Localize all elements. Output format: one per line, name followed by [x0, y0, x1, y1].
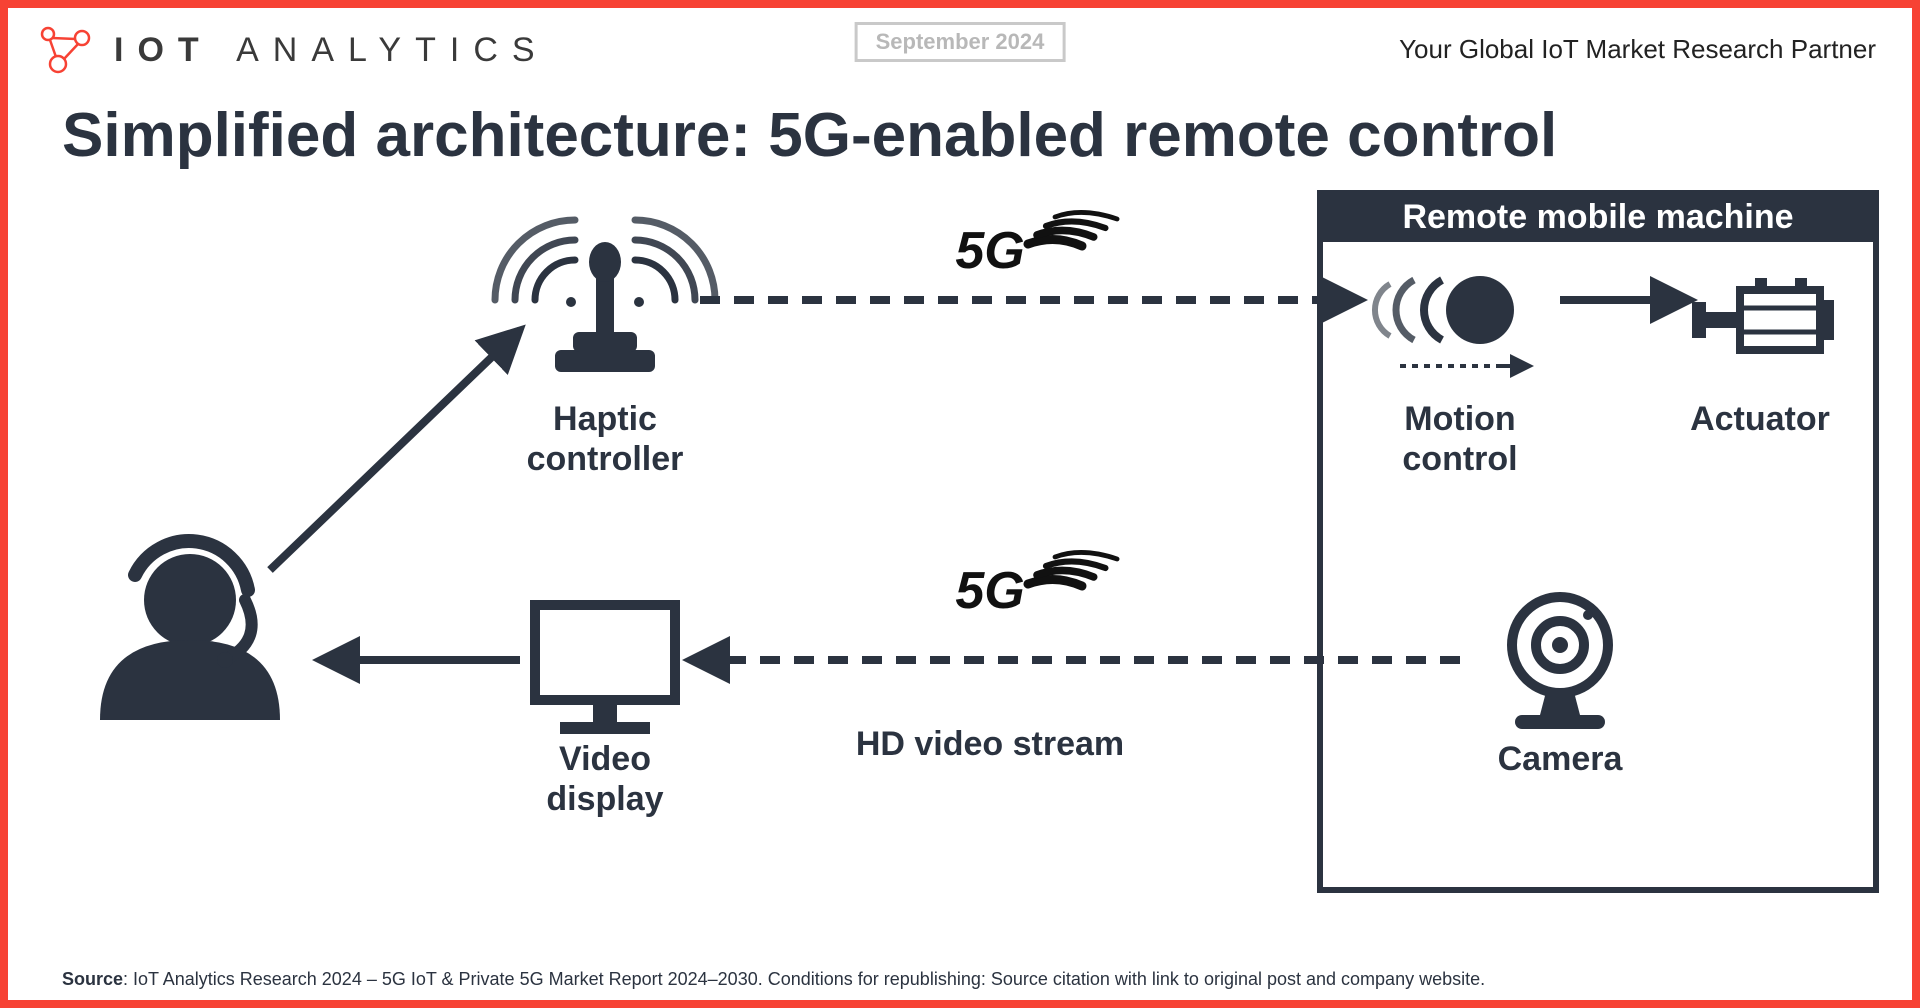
svg-text:HD video stream: HD video stream: [856, 725, 1124, 763]
edge-camera-display: 5G HD video stream: [690, 552, 1460, 763]
5g-icon: 5G: [955, 552, 1117, 620]
monitor-icon: [535, 605, 675, 734]
svg-text:Haptic: Haptic: [553, 400, 657, 438]
svg-text:Remote mobile machine: Remote mobile machine: [1402, 198, 1793, 236]
camera-icon: [1512, 597, 1608, 729]
svg-text:Actuator: Actuator: [1690, 400, 1830, 438]
node-haptic: Hapticcontroller: [495, 220, 715, 478]
motion-icon: [1375, 276, 1530, 366]
edge-operator-haptic: [270, 330, 520, 570]
page-title: Simplified architecture: 5G-enabled remo…: [62, 100, 1557, 171]
svg-text:Motion: Motion: [1404, 400, 1515, 438]
logo-mark-icon: [36, 24, 96, 76]
svg-text:Camera: Camera: [1498, 740, 1624, 778]
operator-icon: [100, 541, 280, 720]
node-camera: Camera: [1498, 597, 1624, 778]
node-actuator: Actuator: [1690, 278, 1834, 438]
svg-text:display: display: [546, 780, 663, 818]
node-operator: [100, 541, 280, 720]
actuator-icon: [1692, 278, 1834, 350]
architecture-diagram: Remote mobile machine 5G 5G HD video stream…: [0, 190, 1920, 950]
logo-text-light: ANALYTICS: [236, 31, 548, 69]
date-badge: September 2024: [855, 22, 1066, 62]
svg-text:5G: 5G: [955, 562, 1024, 620]
tagline: Your Global IoT Market Research Partner: [1399, 34, 1876, 65]
svg-text:controller: controller: [527, 440, 684, 478]
svg-text:control: control: [1402, 440, 1517, 478]
node-motion: Motioncontrol: [1375, 276, 1530, 478]
logo-text-bold: IOT: [114, 31, 213, 69]
svg-text:Video: Video: [559, 740, 651, 778]
edge-haptic-motion: 5G: [700, 212, 1360, 300]
source-text: : IoT Analytics Research 2024 – 5G IoT &…: [123, 969, 1485, 989]
svg-text:5G: 5G: [955, 222, 1024, 280]
joystick-icon: [495, 220, 715, 372]
source-label: Source: [62, 969, 123, 989]
source-attribution: Source: IoT Analytics Research 2024 – 5G…: [62, 969, 1485, 990]
logo-text: IOT ANALYTICS: [114, 31, 549, 70]
5g-icon: 5G: [955, 212, 1117, 280]
brand-logo: IOT ANALYTICS: [36, 24, 549, 76]
node-display: Videodisplay: [535, 605, 675, 818]
page: IOT ANALYTICS September 2024 Your Global…: [0, 0, 1920, 1008]
